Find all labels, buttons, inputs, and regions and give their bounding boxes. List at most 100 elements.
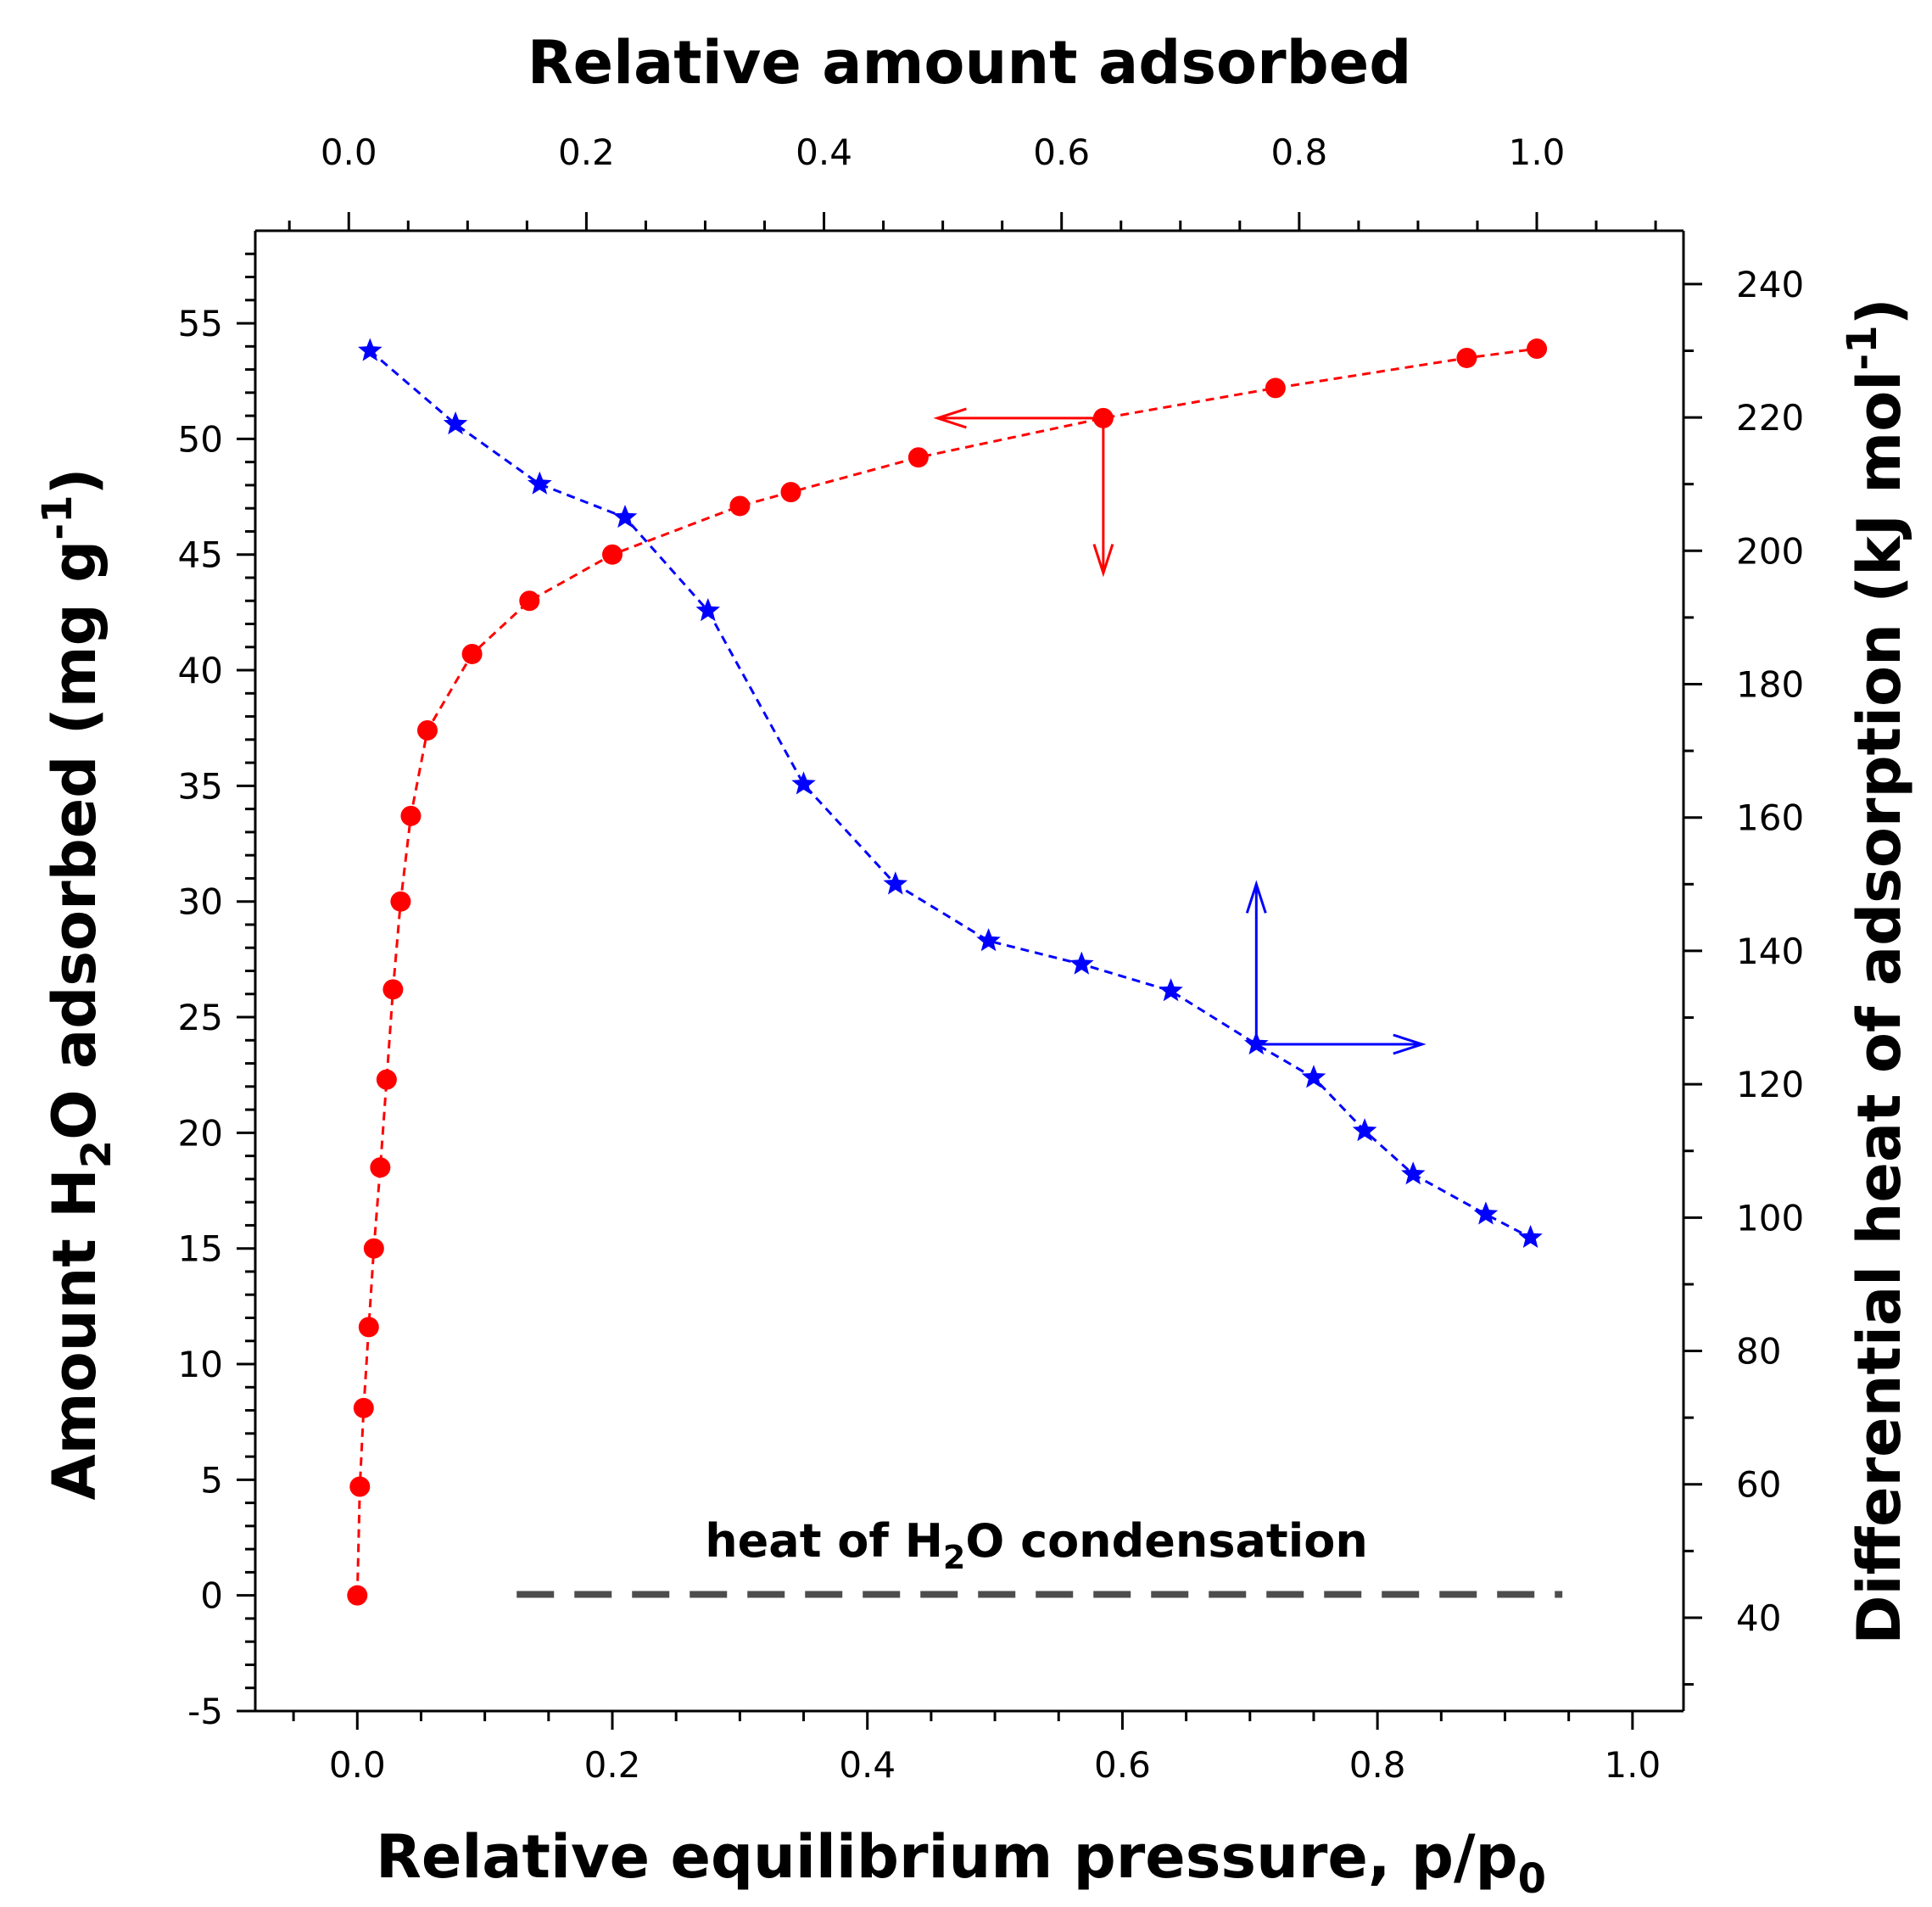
adsorbed-amount-point (907, 447, 929, 468)
heat-point (443, 411, 468, 435)
heat-point (1401, 1161, 1426, 1185)
left-tick-label: -5 (187, 1691, 223, 1732)
left-axis-title: Amount H2O adsorbed (mg g-1) (34, 467, 120, 1500)
heat-point (1159, 978, 1183, 1002)
adsorbed-amount-point (390, 891, 411, 912)
left-tick-label: 35 (178, 765, 223, 807)
adsorbed-amount-point (353, 1397, 374, 1418)
right-tick-label: 140 (1736, 931, 1804, 972)
right-tick-label: 160 (1736, 797, 1804, 839)
heat-point (1069, 951, 1094, 975)
left-tick-label: 15 (178, 1228, 223, 1270)
left-tick-label: 40 (178, 650, 223, 691)
top-tick-label: 0.2 (558, 131, 615, 173)
adsorbed-amount-point (349, 1476, 371, 1497)
left-tick-label: 45 (178, 534, 223, 576)
x-tick-label: 0.0 (329, 1744, 386, 1786)
heat-point (1473, 1201, 1499, 1225)
right-tick-label: 200 (1736, 530, 1804, 572)
heat-point (358, 338, 382, 361)
heat-point (695, 598, 720, 622)
top-tick-label: 0.6 (1033, 131, 1090, 173)
right-tick-label: 100 (1736, 1197, 1804, 1239)
data-series (347, 338, 1548, 1606)
adsorbed-amount-point (1456, 347, 1477, 368)
left-axis-arrow-head (933, 407, 967, 429)
heat-point (1352, 1118, 1377, 1142)
left-axis-title-mid: O adsorbed (mg g (40, 540, 109, 1140)
x-axis-title: Relative equilibrium pressure, p/p0 (376, 1822, 1546, 1903)
left-tick-label: 50 (178, 418, 223, 460)
adsorbed-amount-point (347, 1585, 368, 1606)
x-axis-title-sub: 0 (1518, 1855, 1546, 1903)
left-tick-label: 25 (178, 997, 223, 1038)
adsorbed-amount-point (602, 544, 623, 565)
heat-point (791, 771, 816, 795)
left-tick-label: 0 (200, 1575, 223, 1617)
left-axis-title-sub: 2 (73, 1140, 120, 1168)
right-axis-title: Differential heat of adsorption (kJ mol-… (1839, 298, 1914, 1644)
x-axis-title-main: Relative equilibrium pressure, p/p (376, 1822, 1518, 1892)
adsorbed-amount-point (519, 590, 540, 612)
adsorbed-amount-point (358, 1317, 379, 1338)
adsorbed-amount-point (780, 482, 801, 503)
right-tick-label: 120 (1736, 1064, 1804, 1105)
x-tick-label: 0.4 (839, 1744, 896, 1786)
adsorbed-amount-point (370, 1157, 391, 1178)
adsorbed-amount-line (355, 347, 1538, 1596)
heat-point (528, 471, 552, 495)
top-tick-label: 1.0 (1509, 131, 1566, 173)
left-tick-label: 30 (178, 881, 223, 923)
x-tick-label: 1.0 (1604, 1744, 1661, 1786)
right-tick-label: 80 (1736, 1331, 1781, 1373)
left-axis-title-post: ) (40, 467, 109, 495)
right-tick-label: 180 (1736, 664, 1804, 706)
heat-point (1518, 1224, 1543, 1248)
top-tick-label: 0.0 (321, 131, 377, 173)
plot-frame (254, 229, 1685, 1713)
right-tick-label: 240 (1736, 264, 1804, 305)
left-tick-label: 10 (178, 1344, 223, 1385)
adsorbed-amount-point (382, 979, 404, 1000)
left-axis-title-sup: -1 (34, 495, 81, 540)
heat-point (1301, 1065, 1326, 1088)
adsorbed-amount-point (461, 643, 483, 664)
top-axis-title: Relative amount adsorbed (528, 28, 1412, 98)
top-axis-arrow-head (1245, 880, 1267, 914)
x-tick-label: 0.6 (1094, 1744, 1151, 1786)
top-tick-label: 0.4 (796, 131, 852, 173)
condensation-label: heat of H2O condensation (705, 1514, 1368, 1576)
left-tick-label: 5 (200, 1459, 223, 1501)
heat-point (612, 505, 638, 528)
adsorbed-amount-point (363, 1238, 384, 1259)
left-axis-title-pre: Amount H (40, 1168, 109, 1500)
heat-line (369, 350, 1532, 1239)
axis-arrows (933, 407, 1427, 1055)
axis-ticks: 0.0 0.2 0.4 0.6 0.8 1.0 0.0 0.2 0.4 0.6 0.8 1.0 -5 0 5… (178, 131, 1805, 1786)
heat-point (883, 871, 908, 895)
adsorbed-amount-point (1265, 377, 1286, 399)
heat-point (976, 928, 1001, 952)
top-tick-label: 0.8 (1270, 131, 1327, 173)
right-axis-title-pre: Differential heat of adsorption (kJ mol (1845, 371, 1914, 1645)
adsorbed-amount-point (729, 495, 751, 517)
bottom-axis-arrow-head (1092, 544, 1114, 578)
condensation-label-sub: 2 (943, 1539, 965, 1576)
condensation-label-pre: heat of H (705, 1514, 943, 1568)
left-tick-label: 55 (178, 303, 223, 344)
right-tick-label: 40 (1736, 1597, 1781, 1639)
x-tick-label: 0.8 (1349, 1744, 1406, 1786)
condensation-label-post: O condensation (965, 1514, 1367, 1568)
x-tick-label: 0.2 (584, 1744, 641, 1786)
adsorbed-amount-point (1527, 338, 1548, 360)
right-axis-arrow-head (1393, 1033, 1427, 1055)
right-axis-title-sup: -1 (1839, 325, 1886, 370)
right-tick-label: 60 (1736, 1464, 1781, 1506)
right-axis-title-post: ) (1845, 298, 1914, 325)
left-tick-label: 20 (178, 1112, 223, 1154)
adsorbed-amount-point (400, 805, 422, 826)
right-tick-label: 220 (1736, 397, 1804, 439)
adsorbed-amount-point (376, 1069, 397, 1090)
adsorbed-amount-point (416, 719, 438, 741)
